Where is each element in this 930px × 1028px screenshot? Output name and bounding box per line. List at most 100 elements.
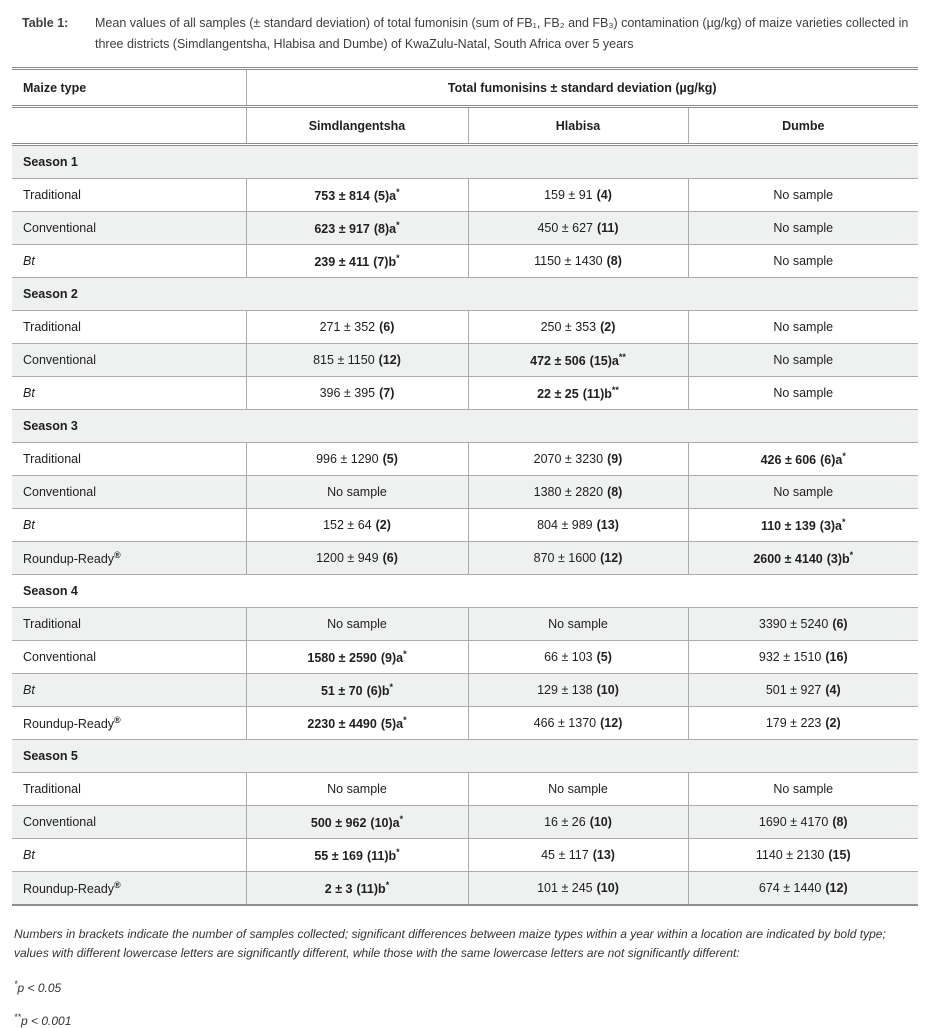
table-row: Bt 396 ± 395 (7) 22 ± 25 (11)b** No sample: [12, 376, 918, 411]
season-title: Season 1: [12, 144, 918, 180]
mean-sd-value: 271 ± 352: [319, 320, 376, 335]
table-row: Traditional No sample No sample 3390 ± 5240…: [12, 607, 918, 642]
maize-type-cell: Conventional: [12, 805, 246, 840]
significance-asterisk: *: [399, 814, 404, 825]
value-cell: No sample: [467, 607, 688, 642]
value-cell: No sample: [245, 475, 468, 510]
table-row: Traditional No sample No sample No sample: [12, 772, 918, 807]
p-value-text-1: p < 0.05: [17, 981, 62, 996]
sample-count: (7): [379, 386, 395, 401]
mean-sd-value: 51 ± 70: [320, 684, 363, 699]
mean-sd-value: 753 ± 814: [314, 189, 370, 204]
maize-type-subheader-spacer: [12, 106, 246, 147]
mean-sd-value: 1140 ± 2130: [755, 848, 825, 863]
table-row: Traditional 996 ± 1290 (5) 2070 ± 3230 (9) 42…: [12, 442, 918, 477]
column-header-simdlangentsha: Simdlangentsha: [245, 106, 468, 147]
mean-sd-value: No sample: [773, 320, 834, 335]
mean-sd-value: 159 ± 91: [544, 188, 593, 203]
value-cell: No sample: [687, 772, 918, 807]
sample-count: (6)b: [366, 684, 390, 699]
sample-count: (10)a: [370, 816, 400, 831]
fumonisin-table: Maize type Total fumonisins ± standard d…: [12, 67, 918, 907]
table-row: Roundup-Ready® 2230 ± 4490 (5)a* 466 ± 1370…: [12, 706, 918, 741]
mean-sd-value: 501 ± 927: [765, 683, 822, 698]
maize-type-cell: Bt: [12, 244, 246, 279]
mean-sd-value: 1200 ± 949: [316, 551, 379, 566]
sample-count: (5)a: [373, 189, 397, 204]
value-cell: 501 ± 927 (4): [687, 673, 918, 708]
maize-type-text: Bt: [23, 518, 35, 533]
mean-sd-value: No sample: [773, 386, 834, 401]
significance-asterisk: *: [396, 847, 400, 858]
table-row: Roundup-Ready® 2 ± 3 (11)b* 101 ± 245 (10) 67…: [12, 871, 918, 907]
mean-sd-value: 3390 ± 5240: [758, 617, 829, 632]
value-cell: No sample: [687, 244, 918, 279]
value-cell: No sample: [687, 343, 918, 378]
maize-type-text: Traditional: [23, 320, 81, 335]
maize-type-cell: Bt: [12, 376, 246, 411]
sample-count: (2): [375, 518, 391, 533]
table-row: Conventional No sample 1380 ± 2820 (8) No sa…: [12, 475, 918, 510]
value-cell: 396 ± 395 (7): [245, 376, 468, 411]
maize-type-cell: Conventional: [12, 475, 246, 510]
maize-type-cell: Bt: [12, 508, 246, 543]
mean-sd-value: 396 ± 395: [319, 386, 376, 401]
significance-asterisk: *: [403, 649, 407, 660]
value-cell: 753 ± 814 (5)a*: [245, 178, 468, 213]
value-cell: 2 ± 3 (11)b*: [245, 871, 468, 907]
value-cell: 1690 ± 4170 (8): [687, 805, 918, 840]
mean-sd-value: 16 ± 26: [544, 815, 586, 830]
value-cell: 3390 ± 5240 (6): [687, 607, 918, 642]
sample-count: (11)b: [366, 849, 397, 864]
value-cell: No sample: [687, 376, 918, 411]
value-cell: 16 ± 26 (10): [467, 805, 688, 840]
mean-sd-value: No sample: [327, 617, 387, 632]
value-cell: 45 ± 117 (13): [467, 838, 688, 873]
value-cell: No sample: [687, 178, 918, 213]
significance-asterisk: *: [389, 682, 394, 693]
table-row: Traditional 271 ± 352 (6) 250 ± 353 (2) No sa…: [12, 310, 918, 345]
mean-sd-value: 1690 ± 4170: [758, 815, 829, 830]
mean-sd-value: 466 ± 1370: [533, 716, 597, 731]
significance-asterisk: *: [396, 253, 400, 264]
value-cell: 66 ± 103 (5): [467, 640, 688, 675]
mean-sd-value: No sample: [327, 485, 387, 500]
sample-count: (5)a: [380, 717, 404, 732]
mean-sd-value: 250 ± 353: [540, 320, 597, 335]
sample-count: (12): [600, 551, 623, 566]
maize-type-text: Roundup-Ready: [23, 717, 115, 732]
table-row: Conventional 500 ± 962 (10)a* 16 ± 26 (10) 16…: [12, 805, 918, 840]
season-header-row: Season 5: [12, 739, 918, 774]
value-cell: 472 ± 506 (15)a**: [467, 343, 688, 378]
sample-count: (9): [607, 452, 623, 467]
mean-sd-value: 1580 ± 2590: [307, 651, 377, 666]
maize-type-text: Roundup-Ready: [23, 882, 115, 897]
value-cell: 250 ± 353 (2): [467, 310, 688, 345]
table-row: Bt 51 ± 70 (6)b* 129 ± 138 (10) 501 ± 927 (4): [12, 673, 918, 708]
value-cell: 996 ± 1290 (5): [245, 442, 468, 477]
mean-sd-value: 623 ± 917: [314, 222, 370, 237]
significance-asterisk: **: [618, 352, 626, 363]
season-title: Season 2: [12, 277, 918, 312]
maize-type-text: Bt: [23, 848, 35, 863]
mean-sd-value: 815 ± 1150: [313, 353, 375, 368]
maize-type-text: Conventional: [23, 221, 96, 236]
mean-sd-value: No sample: [773, 254, 834, 269]
sample-count: (15): [828, 848, 851, 863]
significance-asterisk: *: [842, 517, 846, 528]
column-header-dumbe: Dumbe: [687, 106, 918, 147]
season-header-row: Season 4: [12, 574, 918, 609]
significance-asterisk: *: [396, 220, 400, 231]
maize-type-cell: Traditional: [12, 310, 246, 345]
value-cell: 101 ± 245 (10): [467, 871, 688, 907]
sample-count: (5): [382, 452, 398, 467]
maize-type-cell: Roundup-Ready®: [12, 541, 246, 576]
maize-type-cell: Traditional: [12, 178, 246, 213]
mean-sd-value: 450 ± 627: [537, 221, 593, 236]
value-cell: 51 ± 70 (6)b*: [245, 673, 468, 708]
table-footnote: Numbers in brackets indicate the number …: [14, 927, 886, 960]
sample-count: (8): [832, 815, 848, 830]
mean-sd-value: 101 ± 245: [537, 881, 593, 896]
sample-count: (13): [596, 518, 619, 533]
sample-count: (4): [825, 683, 841, 698]
